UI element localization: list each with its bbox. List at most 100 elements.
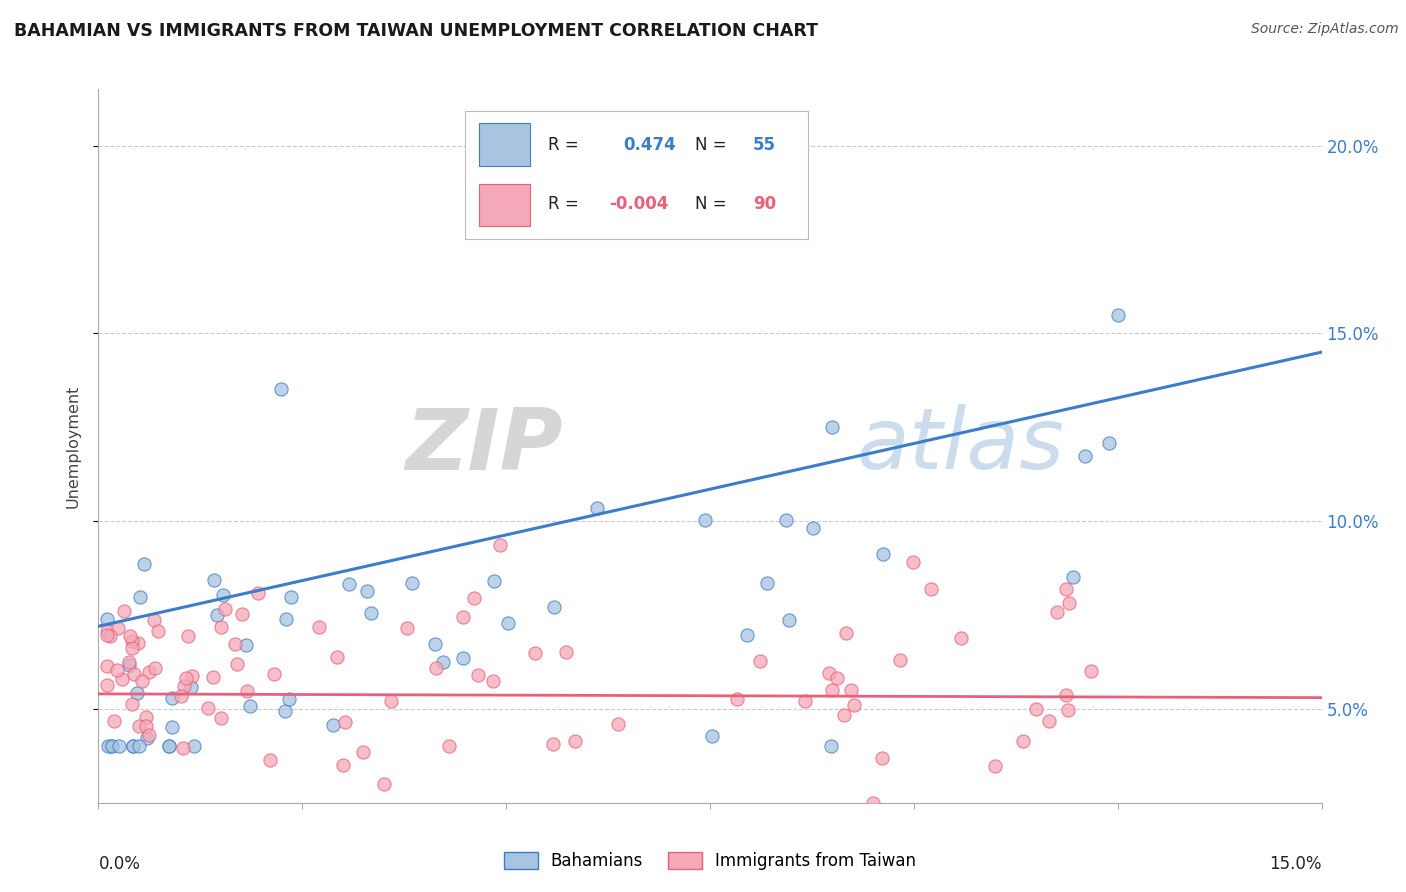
Point xyxy=(425,636,447,650)
Point xyxy=(205,608,228,623)
Point xyxy=(112,604,135,618)
Point xyxy=(209,620,232,634)
Point xyxy=(98,629,121,643)
Point xyxy=(174,671,197,685)
Point xyxy=(169,689,191,703)
Point xyxy=(131,673,153,688)
Point xyxy=(135,709,157,723)
Point xyxy=(118,657,141,672)
Point xyxy=(950,632,973,646)
Point xyxy=(202,670,225,684)
Point xyxy=(246,586,269,600)
Point xyxy=(401,575,423,590)
Point xyxy=(96,659,118,673)
Point xyxy=(118,655,141,669)
Point xyxy=(136,731,159,746)
Point xyxy=(498,616,520,631)
Point xyxy=(482,574,505,588)
Point xyxy=(463,591,485,606)
Point xyxy=(148,624,170,638)
Point xyxy=(373,777,395,791)
Point xyxy=(339,577,361,591)
Point xyxy=(586,501,609,516)
Point xyxy=(564,734,586,748)
Point xyxy=(224,637,246,651)
Point xyxy=(1025,702,1047,716)
Point xyxy=(121,697,143,711)
Point xyxy=(142,613,165,627)
Point xyxy=(107,621,129,635)
Point xyxy=(280,590,302,604)
Point xyxy=(821,420,844,434)
Point xyxy=(138,728,160,742)
Point xyxy=(125,686,148,700)
Point xyxy=(231,607,253,621)
Point xyxy=(274,612,297,626)
Point xyxy=(333,715,356,730)
Point xyxy=(273,704,295,718)
Point xyxy=(1057,596,1080,610)
Point xyxy=(1046,605,1069,619)
Point xyxy=(121,641,143,656)
Point xyxy=(437,739,460,753)
Point xyxy=(360,606,382,620)
Point xyxy=(127,636,149,650)
Point xyxy=(235,638,257,652)
Point xyxy=(901,555,924,569)
Point xyxy=(122,739,145,754)
Point xyxy=(543,737,565,751)
Point xyxy=(259,753,281,767)
Point xyxy=(451,610,474,624)
Point xyxy=(236,683,259,698)
Point xyxy=(352,745,374,759)
Point xyxy=(322,718,344,732)
Point xyxy=(467,668,489,682)
Point xyxy=(735,628,758,642)
Point xyxy=(756,575,779,590)
Point xyxy=(841,683,863,698)
Point xyxy=(180,680,202,694)
Point xyxy=(96,624,118,639)
Point xyxy=(128,719,150,733)
Point xyxy=(554,645,576,659)
Point xyxy=(1080,664,1102,678)
Point xyxy=(211,589,233,603)
Point xyxy=(748,654,770,668)
Point xyxy=(122,739,145,754)
Point xyxy=(872,548,894,562)
Legend: Bahamians, Immigrants from Taiwan: Bahamians, Immigrants from Taiwan xyxy=(498,845,922,877)
Point xyxy=(380,694,402,708)
Point xyxy=(181,669,204,683)
Point xyxy=(173,679,195,693)
Point xyxy=(105,663,128,677)
Point xyxy=(983,759,1005,773)
Point xyxy=(1056,702,1078,716)
Point xyxy=(111,672,134,686)
Point xyxy=(157,739,180,754)
Point xyxy=(820,739,842,754)
Point xyxy=(1062,570,1084,584)
Point xyxy=(118,629,141,643)
Point xyxy=(326,650,349,665)
Point xyxy=(138,665,160,679)
Point xyxy=(832,707,855,722)
Text: atlas: atlas xyxy=(856,404,1064,488)
Point xyxy=(543,599,565,614)
Point xyxy=(1054,688,1077,702)
Point xyxy=(97,739,120,754)
Point xyxy=(177,629,200,643)
Text: 15.0%: 15.0% xyxy=(1270,855,1322,873)
Point xyxy=(1073,449,1095,463)
Point xyxy=(794,693,817,707)
Point xyxy=(121,634,143,648)
Point xyxy=(108,739,131,754)
Point xyxy=(827,671,849,685)
Point xyxy=(818,665,841,680)
Point xyxy=(700,729,723,743)
Point xyxy=(239,698,262,713)
Point xyxy=(202,573,225,587)
Point xyxy=(332,758,354,772)
Point xyxy=(862,796,884,810)
Point xyxy=(263,667,285,681)
Y-axis label: Unemployment: Unemployment xyxy=(65,384,80,508)
